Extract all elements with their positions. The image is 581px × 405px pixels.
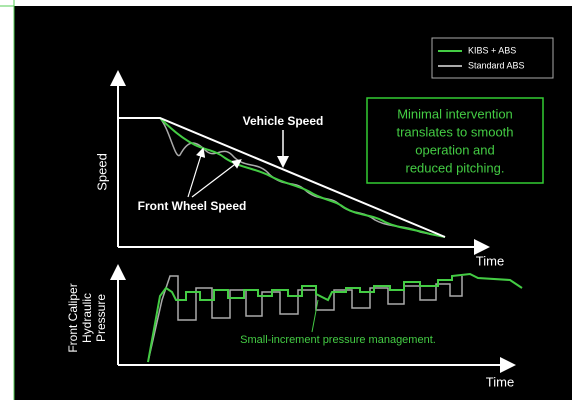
y-axis-label: Front Caliper	[66, 283, 80, 352]
vehicle-speed	[118, 117, 446, 238]
legend-label: Standard ABS	[468, 60, 525, 70]
legend-box	[431, 37, 554, 79]
kibs-pressure	[147, 272, 523, 363]
y-axis-label: Hydraulic	[80, 293, 94, 343]
vehicle-speed-label: Vehicle Speed	[243, 114, 324, 128]
callout-line: operation and	[415, 142, 495, 157]
arrow	[191, 159, 242, 198]
y-axis-label: Pressure	[94, 294, 108, 342]
pressure-note: Small-increment pressure management.	[240, 334, 436, 346]
callout-line: reduced pitching.	[405, 160, 504, 175]
callout-line: translates to smooth	[396, 124, 513, 139]
x-axis-label: Time	[486, 374, 514, 389]
legend-label: KIBS + ABS	[468, 45, 516, 55]
callout-line: Minimal intervention	[397, 106, 513, 121]
callout-box	[366, 97, 544, 184]
kibs-wheel-speed	[159, 117, 446, 238]
y-axis-label: Speed	[94, 153, 109, 191]
wheel-speed-label: Front Wheel Speed	[138, 199, 247, 213]
x-axis-label: Time	[476, 253, 504, 268]
note-pointer	[311, 299, 319, 333]
arrow	[187, 147, 206, 198]
